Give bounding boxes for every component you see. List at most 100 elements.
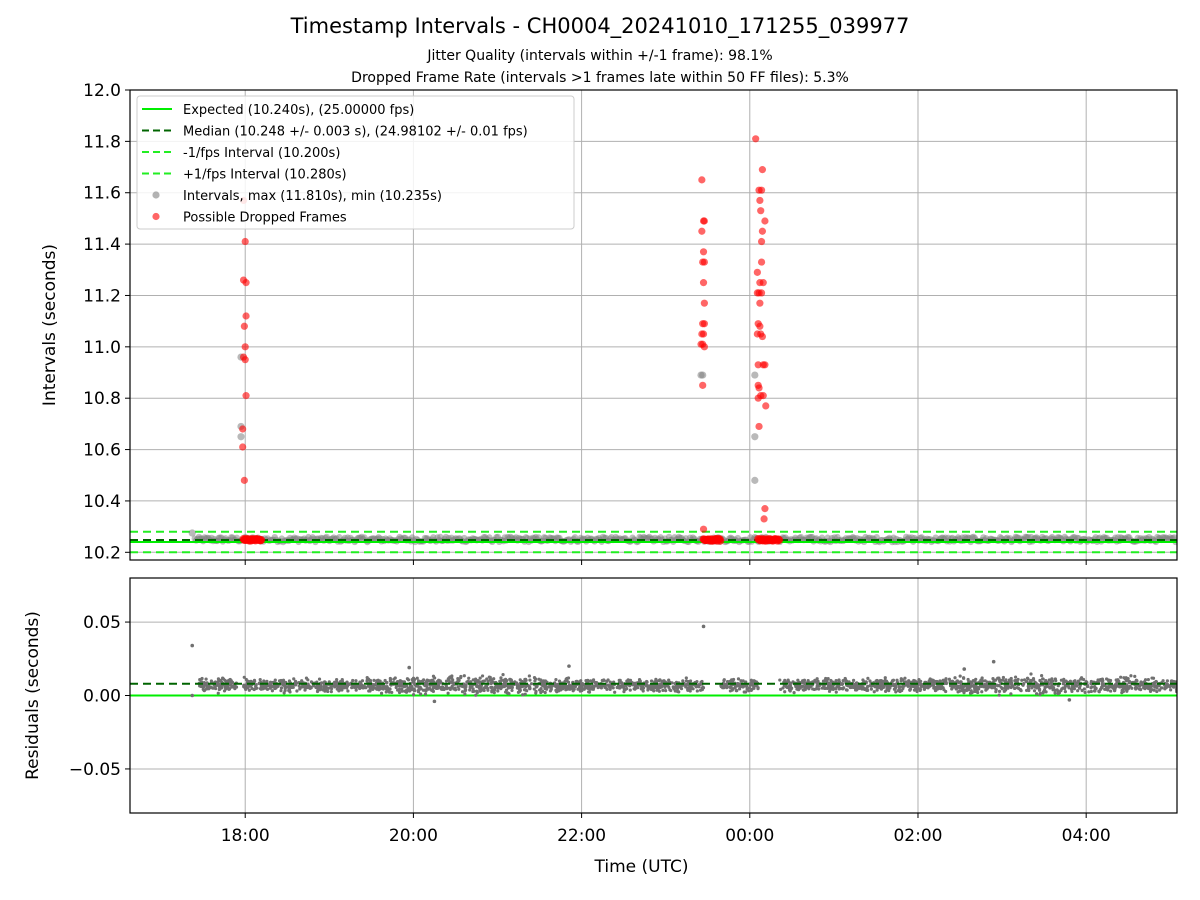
residual-point — [1070, 684, 1074, 688]
residual-point — [996, 684, 1000, 688]
residual-point — [668, 688, 672, 692]
residual-point — [816, 679, 820, 683]
residual-point — [588, 686, 592, 690]
residual-point — [1158, 688, 1162, 692]
residual-point — [646, 684, 650, 688]
residual-point — [737, 687, 742, 691]
residual-point — [1009, 692, 1013, 696]
residual-point — [436, 686, 440, 690]
residual-point — [433, 676, 437, 680]
residual-point — [931, 683, 936, 688]
residual-point — [900, 688, 904, 693]
residual-point — [1101, 678, 1105, 683]
residual-point — [1143, 678, 1148, 682]
residual-point — [892, 683, 896, 687]
residual-point — [636, 686, 640, 690]
residual-point — [681, 679, 685, 683]
residual-point — [1155, 689, 1159, 694]
residual-point — [837, 678, 841, 682]
residual-point — [527, 674, 531, 678]
residual-point — [230, 684, 234, 688]
dropped-frame-point — [699, 381, 707, 389]
residual-point — [1116, 678, 1120, 682]
residual-point — [854, 685, 859, 689]
residual-point — [1041, 677, 1045, 681]
residual-point — [824, 676, 828, 681]
residual-point — [903, 676, 907, 680]
residual-point — [1083, 690, 1087, 695]
residual-point — [462, 674, 466, 678]
dropped-frame-point — [699, 248, 708, 256]
residual-point — [468, 684, 473, 688]
residual-point — [611, 686, 615, 690]
residual-point — [958, 689, 962, 693]
residual-point — [1139, 682, 1143, 686]
residual-point — [1027, 688, 1031, 693]
residual-point — [468, 688, 472, 692]
residual-point — [543, 690, 547, 695]
residual-point — [378, 683, 382, 688]
residual-point — [722, 678, 726, 682]
residual-point — [1001, 678, 1005, 682]
residual-point — [417, 686, 421, 690]
residual-point — [664, 689, 668, 693]
residual-point — [509, 678, 513, 682]
residual-point — [390, 690, 394, 695]
residual-point — [337, 688, 341, 692]
residual-point — [198, 678, 202, 682]
residual-point — [202, 685, 206, 689]
residual-point — [785, 685, 789, 689]
residual-point — [566, 676, 571, 680]
residual-point — [591, 678, 596, 682]
residual-point — [1133, 674, 1137, 678]
residual-point — [1174, 685, 1177, 689]
dropped-frame-point — [700, 217, 708, 225]
residual-point — [442, 687, 446, 692]
residual-point — [1145, 685, 1149, 689]
residual-point — [1017, 686, 1021, 691]
residual-point — [270, 689, 274, 693]
residual-point — [354, 688, 358, 692]
residual-point — [379, 691, 384, 695]
dropped-frame-point — [242, 312, 250, 320]
legend-label: Expected (10.240s), (25.00000 fps) — [183, 103, 414, 118]
residual-point — [504, 690, 508, 694]
residual-point — [901, 684, 905, 689]
residual-point — [906, 684, 910, 688]
residual-outlier-point — [190, 693, 195, 698]
residual-point — [965, 688, 969, 692]
residual-point — [1041, 690, 1045, 694]
residual-point — [958, 680, 963, 684]
x-tick-label: 18:00 — [221, 826, 270, 846]
dropped-frame-point — [754, 361, 762, 369]
residual-point — [1073, 679, 1077, 683]
residual-point — [943, 680, 947, 685]
residual-point — [412, 679, 416, 683]
dropped-frame-point — [699, 279, 708, 287]
residual-point — [579, 685, 583, 689]
residual-point — [649, 679, 654, 683]
residual-point — [661, 688, 665, 693]
residual-point — [966, 677, 970, 682]
residual-point — [420, 679, 424, 683]
residual-point — [490, 688, 494, 693]
dropped-frame-point — [757, 207, 765, 215]
residual-point — [1063, 690, 1067, 694]
legend-label: +1/fps Interval (10.280s) — [183, 168, 347, 183]
residual-point — [749, 688, 753, 692]
residual-point — [520, 684, 524, 688]
residual-point — [428, 679, 433, 683]
residual-point — [425, 684, 429, 689]
residual-point — [275, 684, 280, 689]
residual-point — [594, 684, 598, 688]
dropped-frame-point — [775, 536, 784, 545]
residual-point — [1004, 678, 1008, 682]
residual-point — [695, 679, 699, 684]
residual-point — [908, 688, 912, 692]
residual-point — [1072, 687, 1077, 691]
dropped-frame-point — [757, 237, 766, 246]
residual-point — [303, 688, 307, 692]
residual-point — [688, 689, 692, 693]
residual-point — [411, 692, 416, 697]
residual-point — [744, 684, 749, 688]
